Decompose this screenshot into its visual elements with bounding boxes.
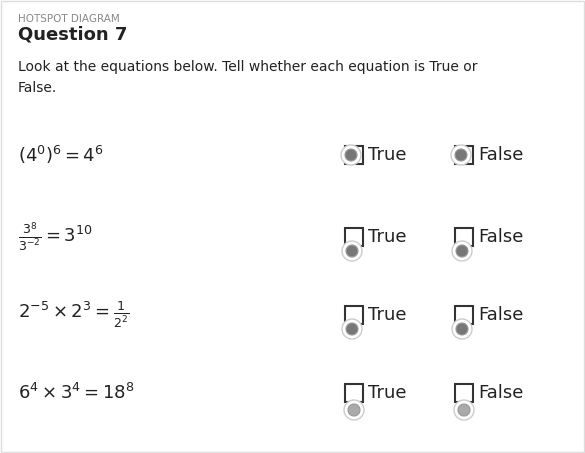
Circle shape bbox=[452, 319, 472, 339]
Bar bbox=[455, 228, 473, 246]
Bar bbox=[455, 306, 473, 324]
Circle shape bbox=[345, 149, 357, 161]
Text: False: False bbox=[478, 306, 524, 324]
Circle shape bbox=[458, 404, 470, 416]
Circle shape bbox=[346, 323, 358, 335]
Bar bbox=[345, 228, 363, 246]
Text: $(4^0)^6 = 4^6$: $(4^0)^6 = 4^6$ bbox=[18, 144, 104, 166]
Circle shape bbox=[454, 400, 474, 420]
Text: $2^{-5} \times 2^3 = \frac{1}{2^2}$: $2^{-5} \times 2^3 = \frac{1}{2^2}$ bbox=[18, 300, 129, 330]
Text: False: False bbox=[478, 228, 524, 246]
Bar bbox=[345, 146, 363, 164]
Text: HOTSPOT DIAGRAM: HOTSPOT DIAGRAM bbox=[18, 14, 120, 24]
Circle shape bbox=[342, 241, 362, 261]
Text: Question 7: Question 7 bbox=[18, 26, 128, 44]
Text: $\frac{3^8}{3^{-2}} = 3^{10}$: $\frac{3^8}{3^{-2}} = 3^{10}$ bbox=[18, 220, 92, 254]
Circle shape bbox=[452, 241, 472, 261]
Text: True: True bbox=[368, 384, 407, 402]
Text: True: True bbox=[368, 228, 407, 246]
Text: False: False bbox=[478, 384, 524, 402]
Circle shape bbox=[451, 145, 471, 165]
Circle shape bbox=[456, 245, 468, 257]
Bar bbox=[345, 306, 363, 324]
Circle shape bbox=[456, 323, 468, 335]
Text: Look at the equations below. Tell whether each equation is True or
False.: Look at the equations below. Tell whethe… bbox=[18, 60, 477, 95]
Bar bbox=[455, 146, 473, 164]
Circle shape bbox=[342, 319, 362, 339]
Text: False: False bbox=[478, 146, 524, 164]
Bar bbox=[455, 384, 473, 402]
Text: True: True bbox=[368, 306, 407, 324]
Text: True: True bbox=[368, 146, 407, 164]
Circle shape bbox=[348, 404, 360, 416]
Circle shape bbox=[344, 400, 364, 420]
Circle shape bbox=[455, 149, 467, 161]
Bar bbox=[345, 384, 363, 402]
Circle shape bbox=[346, 245, 358, 257]
Circle shape bbox=[341, 145, 361, 165]
Text: $6^4 \times 3^4 = 18^8$: $6^4 \times 3^4 = 18^8$ bbox=[18, 383, 135, 403]
